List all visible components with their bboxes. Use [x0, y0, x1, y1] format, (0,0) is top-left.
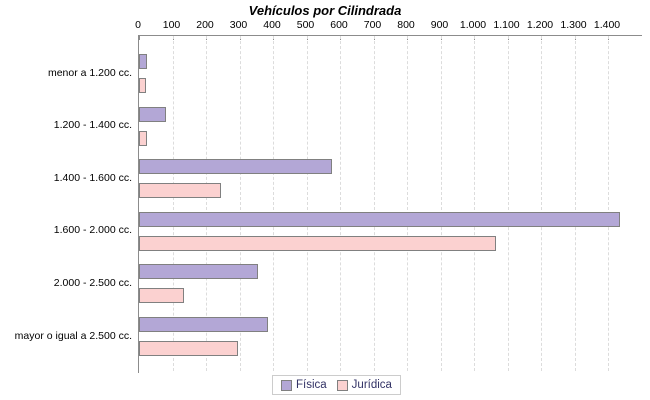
x-axis-tick-label: 200: [196, 19, 214, 31]
bar-juridica: [139, 341, 238, 356]
vertical-gridline: [608, 36, 609, 371]
vertical-gridline: [172, 36, 174, 371]
bar-fisica: [139, 317, 268, 332]
vertical-gridline: [474, 36, 475, 371]
bar-juridica: [139, 130, 148, 146]
vertical-gridline: [206, 36, 207, 371]
vertical-gridline: [440, 36, 442, 371]
bar-juridica: [139, 288, 185, 304]
x-axis-tick-label: 300: [229, 19, 248, 31]
y-axis-category-labels: menor a 1.200 cc. 1.200 - 1.400 cc. 1.400 …: [0, 0, 132, 400]
x-axis-tick-label: 1.100: [493, 19, 520, 31]
vertical-gridline: [541, 36, 542, 371]
legend-label: Jurídica: [351, 379, 392, 391]
vertical-gridline: [373, 36, 375, 371]
legend-swatch-juridica: [336, 379, 348, 391]
x-axis-tick-label: 900: [430, 19, 449, 31]
category-label: menor a 1.200 cc.: [47, 66, 132, 79]
x-axis-tick-mark: [139, 36, 140, 40]
x-axis-tick-label: 0: [135, 19, 141, 31]
chart-title: Vehículos por Cilindrada: [248, 3, 402, 18]
category-label: 1.400 - 1.600 cc.: [53, 171, 132, 184]
bar-fisica: [139, 211, 620, 227]
plot-area: [138, 35, 642, 373]
legend-item: Física: [281, 379, 327, 391]
category-label: 1.200 - 1.400 cc.: [53, 119, 132, 132]
vertical-gridline: [574, 36, 576, 371]
x-axis-tick-label: 500: [296, 19, 315, 31]
vertical-gridline: [407, 36, 408, 371]
x-axis-tick-label: 800: [397, 19, 415, 31]
vertical-gridline: [507, 36, 509, 371]
vertical-gridline: [340, 36, 341, 371]
bar-juridica: [139, 183, 222, 199]
vertical-gridline: [239, 36, 241, 371]
x-axis-tick-label: 1.300: [560, 19, 587, 31]
legend-box: Física Jurídica: [272, 375, 401, 395]
category-label: mayor o igual a 2.500 cc.: [14, 329, 132, 342]
x-axis-tick-label: 1.000: [459, 19, 487, 31]
bar-fisica: [139, 264, 258, 280]
x-axis-tick-label: 100: [162, 19, 181, 31]
vertical-gridline: [273, 36, 274, 371]
legend-label: Física: [296, 379, 327, 391]
category-label: 2.000 - 2.500 cc.: [53, 276, 132, 289]
bar-fisica: [139, 54, 148, 69]
category-label: 1.600 - 2.000 cc.: [53, 224, 132, 237]
bar-fisica: [139, 159, 332, 175]
x-axis-tick-label: 400: [263, 19, 281, 31]
x-axis-tick-label: 1.400: [593, 19, 621, 31]
x-axis-tick-label: 1.200: [526, 19, 554, 31]
x-axis-tick-label: 600: [330, 19, 348, 31]
legend-swatch-fisica: [281, 379, 292, 391]
bar-fisica: [139, 106, 166, 122]
bar-juridica: [139, 78, 146, 93]
vertical-gridline: [306, 36, 308, 371]
bar-juridica: [139, 235, 496, 251]
x-axis-tick-label: 700: [363, 19, 382, 31]
x-axis-label-row: 0 100 200 300 400 500 600 700 800 900 1.000 1.100 1.…: [0, 19, 650, 32]
legend-item: Jurídica: [336, 379, 392, 391]
